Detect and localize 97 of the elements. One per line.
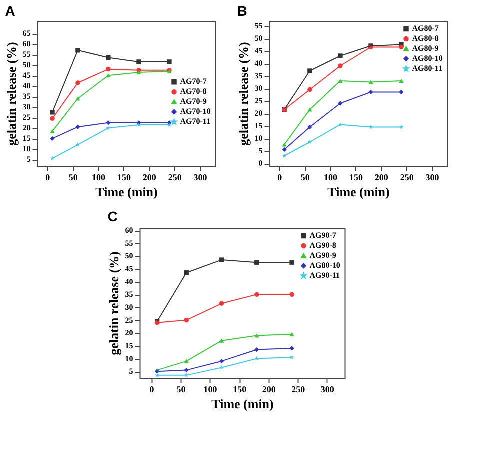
chart-title: B (237, 3, 248, 19)
y-tick-label: 40 (22, 82, 31, 91)
legend-label: AG90-8 (310, 241, 336, 250)
chart-title: C (108, 208, 118, 225)
point (167, 60, 172, 64)
y-tick-label: 45 (22, 71, 31, 80)
x-tick-label: 0 (278, 172, 283, 182)
y-tick-label: 55 (254, 22, 263, 30)
x-axis-title: Time (min) (212, 396, 274, 412)
x-tick-label: 50 (176, 384, 186, 394)
y-tick-label: 40 (125, 277, 134, 286)
y-tick-label: 50 (254, 34, 263, 43)
point (50, 129, 55, 134)
y-tick-label: 10 (254, 134, 263, 143)
legend-label: AG80-11 (412, 64, 442, 73)
y-tick-label: 5 (26, 155, 31, 164)
legend-label: AG70-7 (180, 77, 207, 86)
y-tick-label: 60 (125, 226, 134, 236)
y-tick-label: 25 (22, 113, 31, 122)
x-tick-label: 200 (374, 172, 389, 182)
legend-label: AG70-8 (180, 87, 207, 96)
legend-label: AG70-9 (180, 97, 207, 106)
x-tick-label: 100 (324, 172, 338, 182)
line-series (155, 355, 294, 378)
legend-label: AG90-7 (310, 231, 336, 240)
y-tick-label: 55 (22, 50, 31, 60)
x-tick-label: 100 (204, 384, 218, 394)
y-tick-label: 10 (22, 144, 31, 154)
line-series (50, 69, 172, 134)
y-axis-title: gelatin release (%) (106, 252, 122, 356)
y-tick-label: 25 (254, 96, 263, 106)
x-axis-title: Time (min) (328, 184, 390, 200)
y-tick-label: 30 (22, 102, 31, 112)
x-tick-label: 300 (194, 172, 208, 182)
point (136, 60, 142, 64)
legend-label: AG90-11 (310, 271, 340, 280)
y-tick-label: 45 (254, 46, 263, 56)
x-tick-label: 50 (300, 172, 310, 182)
y-tick-label: 20 (22, 124, 31, 133)
chart-title: A (5, 3, 16, 19)
y-axis-title: gelatin release (%) (236, 42, 251, 146)
x-tick-label: 150 (349, 172, 364, 182)
legend-label: AG80-10 (412, 54, 443, 63)
y-tick-label: 20 (125, 328, 134, 338)
x-tick-label: 250 (292, 384, 306, 394)
point (368, 80, 374, 84)
x-tick-label: 250 (168, 172, 182, 182)
x-tick-label: 250 (400, 172, 414, 182)
y-tick-label: 35 (125, 290, 134, 300)
y-tick-label: 30 (254, 84, 263, 93)
y-tick-label: 15 (22, 134, 31, 144)
y-tick-label: 45 (125, 264, 134, 274)
legend-label: AG90-9 (310, 251, 336, 260)
point (76, 48, 80, 53)
x-tick-label: 200 (262, 384, 276, 394)
x-tick-label: 150 (233, 384, 248, 394)
y-tick-label: 15 (254, 122, 263, 130)
y-tick-label: 5 (129, 367, 134, 376)
y-tick-label: 50 (125, 252, 134, 261)
line-series (154, 332, 294, 372)
x-tick-label: 0 (46, 172, 51, 182)
legend-label: AG80-9 (412, 44, 439, 53)
point (50, 110, 55, 115)
y-tick-label: 60 (22, 40, 31, 49)
point (290, 260, 294, 265)
x-tick-label: 100 (92, 172, 106, 182)
y-tick-label: 35 (22, 92, 31, 102)
y-tick-label: 65 (22, 29, 31, 38)
legend-label: AG80-10 (310, 261, 340, 270)
legend-label: AG80-7 (412, 24, 439, 33)
y-tick-label: 10 (125, 354, 134, 364)
point (50, 136, 55, 142)
y-tick-label: 30 (125, 302, 134, 312)
y-tick-label: 55 (125, 238, 134, 248)
y-tick-label: 50 (22, 60, 31, 70)
y-tick-label: 35 (254, 72, 263, 80)
x-tick-label: 0 (150, 384, 155, 394)
point (282, 142, 287, 147)
x-tick-label: 300 (320, 384, 335, 394)
y-tick-label: 20 (254, 109, 263, 118)
x-axis-title: Time (min) (96, 184, 158, 200)
x-tick-label: 200 (142, 172, 157, 182)
y-tick-label: 5 (258, 146, 263, 156)
y-tick-label: 15 (125, 341, 134, 350)
y-tick-label: 0 (258, 159, 263, 168)
x-tick-label: 150 (117, 172, 132, 182)
legend-label: AG70-10 (180, 107, 211, 116)
legend-label: AG80-8 (412, 34, 439, 43)
y-tick-label: 25 (125, 316, 134, 325)
y-tick-label: 40 (254, 59, 263, 68)
y-axis-title: gelatin release (%) (4, 42, 19, 146)
point (399, 90, 404, 95)
x-tick-label: 300 (426, 172, 440, 182)
legend-label: AG70-11 (180, 117, 210, 126)
line-series (282, 122, 404, 158)
point (282, 147, 287, 152)
x-tick-label: 50 (68, 172, 78, 182)
